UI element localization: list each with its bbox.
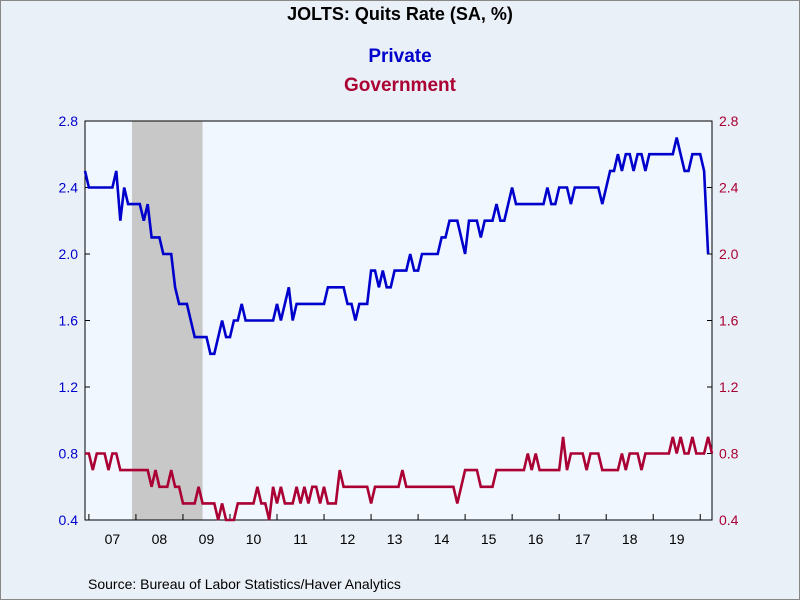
y-left-tick-label: 2.8: [59, 113, 79, 129]
y-right-tick-label: 2.0: [719, 246, 739, 262]
x-tick-label: 15: [481, 531, 497, 547]
x-tick-label: 17: [575, 531, 591, 547]
series-government-line: [85, 436, 714, 522]
y-left-tick-label: 1.2: [59, 379, 79, 395]
x-tick-label: 10: [246, 531, 262, 547]
x-tick-label: 14: [434, 531, 450, 547]
x-tick-label: 19: [669, 531, 685, 547]
x-tick-label: 07: [105, 531, 121, 547]
y-left-tick-label: 0.4: [59, 512, 79, 528]
x-tick-label: 11: [293, 531, 308, 547]
y-left-tick-label: 0.8: [59, 446, 79, 462]
y-right-tick-label: 1.6: [719, 313, 739, 329]
x-tick-label: 09: [199, 531, 215, 547]
x-tick-label: 12: [340, 531, 356, 547]
y-left-tick-label: 2.0: [59, 246, 79, 262]
y-right-tick-label: 2.8: [719, 113, 739, 129]
y-right-tick-label: 2.4: [719, 180, 739, 196]
y-right-tick-label: 1.2: [719, 379, 739, 395]
x-tick-label: 08: [152, 531, 168, 547]
x-tick-label: 18: [622, 531, 638, 547]
legend-private: Private: [368, 46, 432, 67]
x-tick-label: 16: [528, 531, 544, 547]
y-left-tick-label: 2.4: [59, 180, 79, 196]
y-right-tick-label: 0.8: [719, 446, 739, 462]
series-private-line: [83, 137, 710, 356]
source-note: Source: Bureau of Labor Statistics/Haver…: [88, 576, 401, 592]
legend-government: Government: [344, 75, 456, 96]
chart-title: JOLTS: Quits Rate (SA, %): [287, 4, 513, 24]
y-left-tick-label: 1.6: [59, 313, 79, 329]
y-right-tick-label: 0.4: [719, 512, 739, 528]
x-tick-label: 13: [387, 531, 403, 547]
